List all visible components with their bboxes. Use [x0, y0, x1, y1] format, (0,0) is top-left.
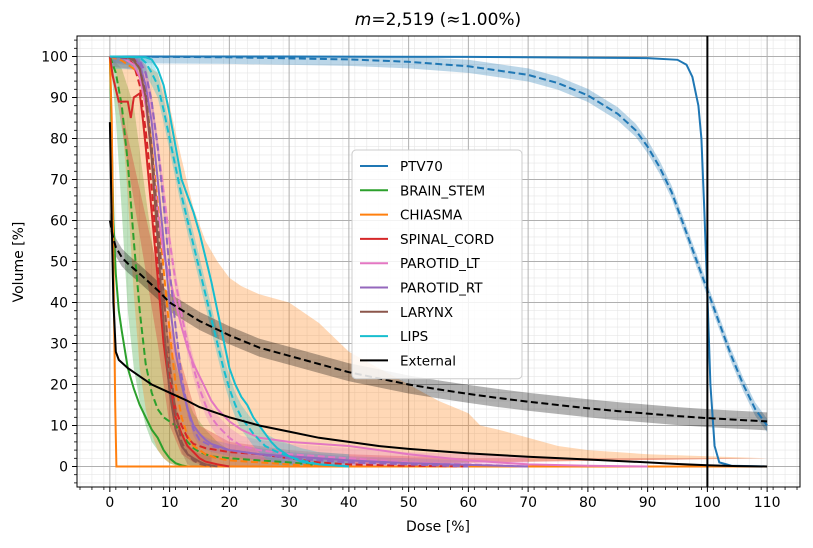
legend: PTV70 BRAIN_STEM CHIASMA SPINAL_CORD PAROTID…: [351, 149, 523, 380]
legend-label-parotid_rt: PAROTID_RT: [400, 281, 483, 297]
y-tick-label: 10: [50, 419, 68, 435]
dashed-line-lips: [109, 55, 349, 468]
solid-line-ptv70: [109, 55, 768, 468]
x-tick-label: 80: [579, 495, 597, 511]
band-external: [109, 211, 768, 431]
band-lips: [109, 56, 349, 467]
x-tick-label: 30: [280, 495, 298, 511]
y-tick-label: 30: [50, 337, 68, 353]
solid-line-lips: [109, 55, 349, 468]
axis-ticks: 0 10 20 30 40 50 60 70 80 90 100 110 0 10 20 30 40 50 60 70…: [41, 39, 798, 511]
y-tick-label: 70: [50, 173, 68, 189]
chart-title: m=2,519 (≈1.00%): [355, 10, 521, 30]
band-brain_stem: [109, 56, 349, 467]
legend-label-lips: LIPS: [400, 329, 428, 345]
x-tick-label: 100: [694, 495, 721, 511]
legend-label-brain_stem: BRAIN_STEM: [400, 183, 485, 199]
legend-label-larynx: LARYNX: [400, 305, 453, 321]
legend-label-chiasma: CHIASMA: [400, 208, 463, 224]
x-axis-label: Dose [%]: [406, 519, 470, 535]
x-tick-label: 50: [400, 495, 418, 511]
y-axis-label: Volume [%]: [11, 222, 27, 303]
solid-line-external: [108, 122, 768, 468]
x-tick-label: 0: [105, 495, 114, 511]
solid-line-larynx: [109, 55, 218, 468]
chart-title-var: m: [355, 10, 372, 30]
x-tick-label: 40: [340, 495, 358, 511]
solid-line-parotid_rt: [109, 55, 529, 468]
dashed-line-external: [108, 220, 768, 423]
y-tick-label: 90: [50, 91, 68, 107]
y-tick-label: 50: [50, 255, 68, 271]
dashed-line-ptv70: [109, 55, 768, 427]
x-tick-label: 20: [220, 495, 238, 511]
svg-text:m=2,519 (≈1.00%): m=2,519 (≈1.00%): [355, 10, 521, 30]
x-tick-label: 10: [161, 495, 179, 511]
y-tick-label: 80: [50, 132, 68, 148]
dashed-line-chiasma: [109, 55, 349, 468]
chart-title-rest: =2,519 (≈1.00%): [371, 10, 521, 30]
x-tick-label: 90: [639, 495, 657, 511]
x-tick-label: 110: [754, 495, 781, 511]
y-tick-label: 100: [41, 50, 68, 66]
y-tick-label: 40: [50, 296, 68, 312]
band-larynx: [109, 56, 212, 467]
band-chiasma: [109, 56, 768, 467]
legend-label-ptv70: PTV70: [400, 159, 443, 175]
solid-line-brain_stem: [108, 56, 188, 468]
y-tick-label: 20: [50, 378, 68, 394]
legend-label-spinal_cord: SPINAL_CORD: [400, 232, 494, 248]
dashed-line-larynx: [109, 55, 212, 468]
y-tick-label: 0: [59, 460, 68, 476]
dashed-line-brain_stem: [108, 56, 349, 468]
y-tick-label: 60: [50, 214, 68, 230]
series-lines: [108, 55, 768, 468]
x-tick-label: 60: [459, 495, 477, 511]
legend-label-external: External: [400, 353, 456, 369]
x-tick-label: 70: [519, 495, 537, 511]
dashed-line-parotid_lt: [109, 55, 529, 468]
legend-label-parotid_lt: PAROTID_LT: [400, 256, 481, 272]
legend-box: [351, 149, 523, 380]
solid-line-spinal_cord: [108, 56, 230, 468]
